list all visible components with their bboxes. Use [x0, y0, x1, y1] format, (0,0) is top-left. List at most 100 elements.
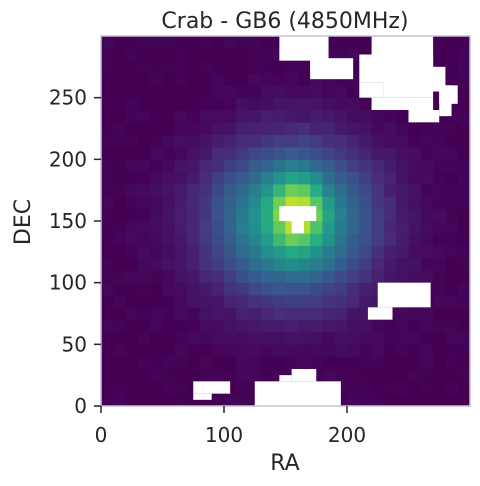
heatmap-cell — [445, 369, 458, 382]
heatmap-cell — [126, 36, 139, 49]
heatmap-cell — [126, 48, 139, 61]
heatmap-cell — [163, 61, 176, 74]
heatmap-cell — [249, 184, 262, 197]
heatmap-cell — [359, 332, 372, 345]
heatmap-cell — [199, 233, 212, 246]
heatmap-cell — [445, 344, 458, 357]
heatmap-cell — [396, 344, 409, 357]
heatmap-cell — [138, 61, 151, 74]
heatmap-cell — [113, 369, 126, 382]
heatmap-cell — [384, 184, 397, 197]
heatmap-cell — [261, 344, 274, 357]
heatmap-cell — [138, 135, 151, 148]
heatmap-cell — [359, 344, 372, 357]
heatmap-cell — [458, 110, 471, 123]
heatmap-cell — [273, 258, 286, 271]
heatmap-cell — [175, 246, 188, 259]
heatmap-cell — [212, 98, 225, 111]
heatmap-cell — [433, 283, 446, 296]
heatmap-cell — [433, 320, 446, 333]
heatmap-cell — [224, 332, 237, 345]
heatmap-cell — [286, 98, 299, 111]
heatmap-cell — [236, 122, 249, 135]
heatmap-cell — [421, 357, 434, 370]
heatmap-cell — [236, 184, 249, 197]
heatmap-cell — [113, 295, 126, 308]
heatmap-cell — [199, 246, 212, 259]
heatmap-cell — [298, 73, 311, 86]
heatmap-cell — [163, 270, 176, 283]
x-tick-label: 0 — [95, 423, 108, 447]
heatmap-cell — [384, 122, 397, 135]
x-tick-label: 200 — [328, 423, 366, 447]
heatmap-cell — [199, 61, 212, 74]
heatmap-cell — [212, 221, 225, 234]
heatmap-cell — [384, 344, 397, 357]
heatmap-cell — [150, 110, 163, 123]
heatmap-cell — [101, 394, 114, 407]
heatmap-cell — [101, 233, 114, 246]
heatmap-cell — [310, 295, 323, 308]
heatmap-cell — [224, 344, 237, 357]
heatmap-cell — [458, 184, 471, 197]
heatmap-cell — [199, 270, 212, 283]
heatmap-cell — [347, 36, 360, 49]
heatmap-cell — [384, 381, 397, 394]
heatmap-cell — [199, 110, 212, 123]
heatmap-cell — [113, 73, 126, 86]
heatmap-cell — [249, 369, 262, 382]
heatmap-cell — [126, 246, 139, 259]
heatmap-cell — [126, 283, 139, 296]
heatmap-cell — [236, 36, 249, 49]
heatmap-cell — [224, 36, 237, 49]
heatmap-cell — [163, 184, 176, 197]
heatmap-cell — [322, 332, 335, 345]
heatmap-cell — [187, 221, 200, 234]
heatmap-cell — [212, 209, 225, 222]
heatmap-cell — [224, 159, 237, 172]
heatmap-cell — [138, 147, 151, 160]
heatmap-cell — [421, 320, 434, 333]
heatmap-cell — [150, 159, 163, 172]
heatmap-cell — [298, 85, 311, 98]
heatmap-cell — [372, 184, 385, 197]
heatmap-cell — [359, 233, 372, 246]
masked-region — [378, 283, 431, 308]
heatmap-cell — [261, 357, 274, 370]
heatmap-cell — [101, 196, 114, 209]
heatmap-cell — [298, 270, 311, 283]
heatmap-cell — [286, 283, 299, 296]
heatmap-cell — [335, 172, 348, 185]
heatmap-cell — [347, 381, 360, 394]
heatmap-cell — [421, 381, 434, 394]
heatmap-cell — [433, 394, 446, 407]
heatmap-cell — [138, 381, 151, 394]
heatmap-cell — [310, 270, 323, 283]
heatmap-cell — [421, 172, 434, 185]
heatmap-cell — [347, 98, 360, 111]
heatmap-cell — [175, 233, 188, 246]
heatmap-cell — [409, 381, 422, 394]
heatmap-cell — [335, 283, 348, 296]
heatmap-cell — [458, 258, 471, 271]
heatmap-cell — [224, 233, 237, 246]
heatmap-cell — [138, 394, 151, 407]
masked-region — [193, 394, 211, 400]
heatmap-cell — [458, 98, 471, 111]
heatmap-cell — [163, 332, 176, 345]
heatmap-cell — [150, 73, 163, 86]
heatmap-cell — [273, 295, 286, 308]
heatmap-cell — [249, 246, 262, 259]
heatmap-cell — [236, 73, 249, 86]
heatmap-cell — [138, 307, 151, 320]
heatmap-cell — [335, 295, 348, 308]
heatmap-cell — [187, 36, 200, 49]
heatmap-cell — [212, 73, 225, 86]
heatmap-cell — [113, 270, 126, 283]
heatmap-cell — [396, 221, 409, 234]
heatmap-cell — [458, 85, 471, 98]
heatmap-cell — [298, 98, 311, 111]
heatmap-cell — [372, 320, 385, 333]
heatmap-cell — [261, 332, 274, 345]
heatmap-cell — [261, 184, 274, 197]
